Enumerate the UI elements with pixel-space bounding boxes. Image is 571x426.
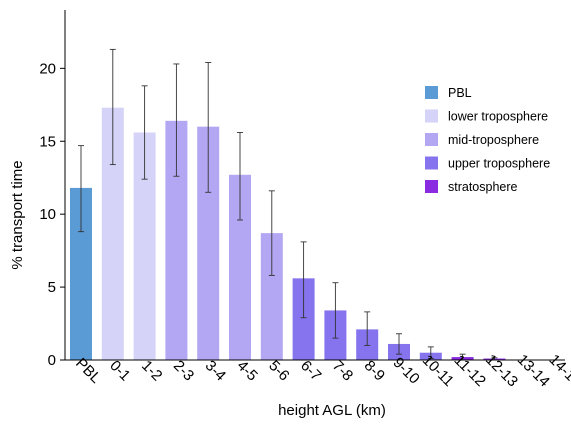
bars-layer	[70, 107, 506, 361]
y-tick-label: 5	[48, 279, 56, 296]
bar-4-5	[229, 174, 251, 360]
legend-item: PBL	[425, 86, 472, 100]
bar-3-4	[197, 126, 220, 361]
error-bar-PBL	[78, 145, 84, 233]
x-tick-label: 1-2	[138, 357, 165, 384]
y-tick-label: 0	[48, 352, 56, 369]
legend-swatch	[425, 156, 438, 170]
legend-swatch	[425, 86, 438, 99]
error-bar-5-6	[268, 190, 275, 276]
error-bar-0-1	[109, 48, 116, 166]
y-tick-label: 15	[39, 133, 56, 150]
legend-item: stratosphere	[425, 180, 518, 194]
y-ticks-layer: 0 5 10 15 20	[39, 60, 65, 369]
bar-2-3	[165, 120, 188, 360]
legend-swatch	[425, 180, 438, 193]
y-tick-label: 10	[39, 206, 56, 223]
legend-label: upper troposphere	[448, 157, 550, 171]
error-bar-7-8	[332, 282, 339, 339]
legend-swatch	[425, 109, 438, 123]
x-tick-label: 2-3	[170, 357, 197, 384]
x-tick-label: 14-15	[546, 351, 571, 390]
error-bars-layer	[78, 48, 498, 361]
bar-6-7	[292, 278, 315, 360]
legend-label: lower troposphere	[448, 110, 548, 124]
legend-label: stratosphere	[448, 180, 518, 194]
error-bar-8-9	[364, 311, 371, 346]
x-tick-label: 6-7	[297, 357, 324, 384]
y-axis-title: % transport time	[9, 160, 26, 269]
x-tick-label: 4-5	[234, 357, 261, 384]
error-bar-3-4	[205, 62, 212, 193]
y-tick-label: 20	[39, 60, 56, 77]
x-tick-label: 3-4	[202, 357, 229, 384]
bar-1-2	[133, 132, 156, 360]
error-bar-4-5	[237, 132, 243, 221]
error-bar-6-7	[300, 241, 307, 319]
legend-label: PBL	[448, 86, 472, 100]
bar-0-1	[101, 107, 124, 360]
x-axis-title: height AGL (km)	[278, 402, 386, 419]
x-tick-label: 8-9	[361, 357, 388, 384]
error-bar-2-3	[173, 63, 180, 177]
error-bar-10-11	[427, 346, 434, 359]
x-tick-label: 12-13	[482, 351, 521, 390]
legend-swatch	[425, 133, 438, 146]
legend-item: mid-troposphere	[425, 133, 539, 147]
legend-label: mid-troposphere	[448, 133, 539, 147]
error-bar-1-2	[141, 85, 148, 180]
x-tick-label: 5-6	[265, 357, 292, 384]
x-tick-label: 13-14	[514, 351, 553, 390]
legend-item: lower troposphere	[425, 109, 548, 124]
legend-item: upper troposphere	[425, 156, 550, 171]
legend: PBL lower troposphere mid-troposphere upper…	[425, 86, 550, 194]
bar-5-6	[260, 233, 283, 360]
bar-PBL	[70, 187, 92, 360]
error-bar-9-10	[396, 333, 402, 355]
x-tick-label: 0-1	[106, 357, 133, 384]
x-tick-label: 7-8	[329, 357, 356, 384]
